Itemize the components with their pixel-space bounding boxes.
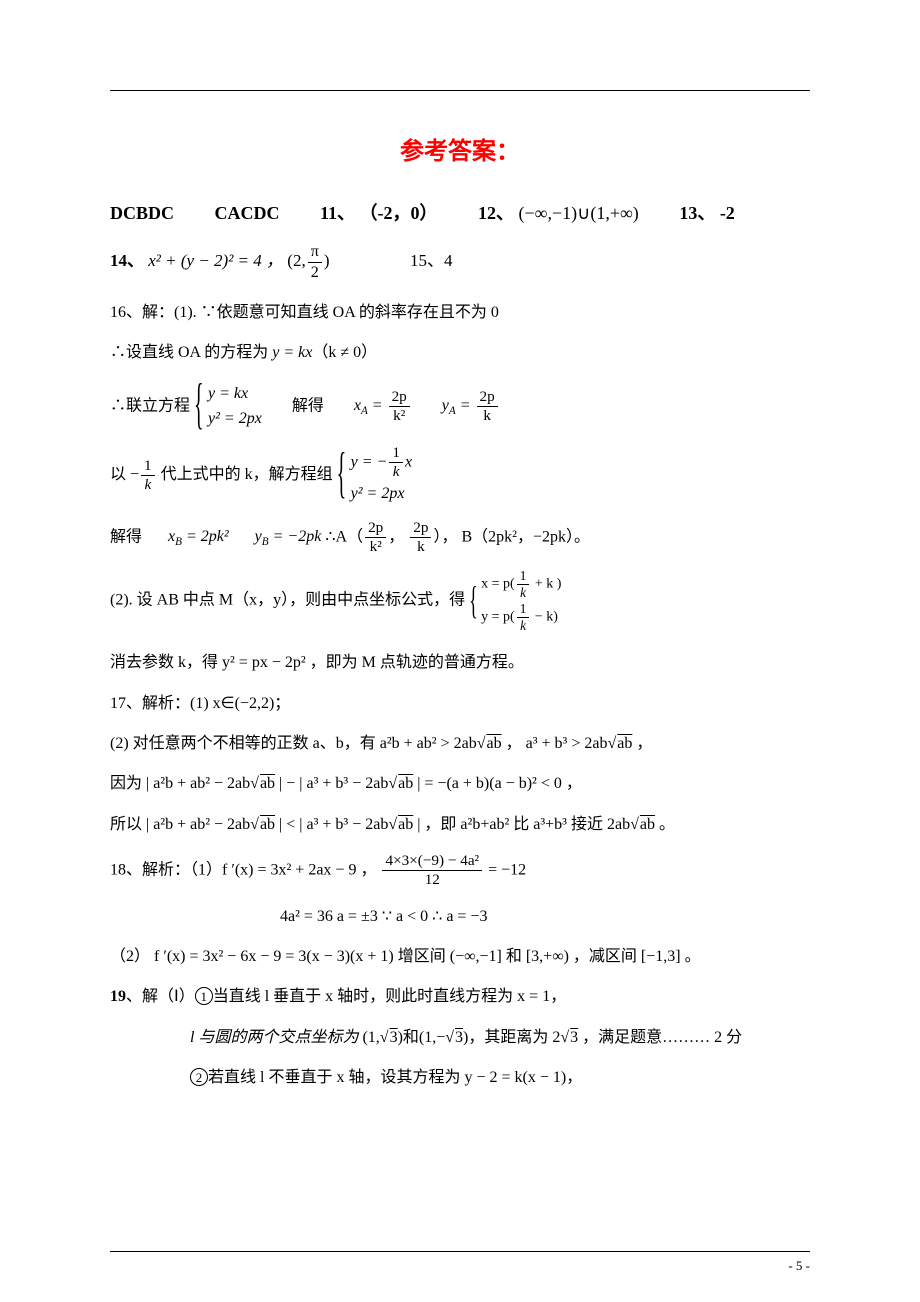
q12-answer: (−∞,−1)∪(1,+∞): [519, 203, 639, 223]
q16-l5a: 解得: [110, 528, 142, 545]
q18-l1: 18、解析：（1）f ′(x) = 3x² + 2ax − 9 ， 4×3×(−…: [110, 852, 810, 889]
q14-eq: x² + (y − 2)² = 4 ，: [148, 251, 283, 270]
neg-1k-frac: 1k: [141, 457, 155, 494]
bottom-rule: [110, 1251, 810, 1252]
q16-l4b: 代上式中的 k，解方程组: [161, 466, 333, 483]
q14-frac: π2: [308, 242, 322, 282]
q16-l2b: y = kx: [272, 344, 312, 361]
circled-2: 2: [190, 1068, 208, 1086]
q17-l1: 17、解析：(1) x∈(−2,2)；: [110, 689, 810, 719]
q16-l6a: (2). 设 AB 中点 M（x，y），则由中点坐标公式，得: [110, 592, 465, 609]
q16-l4: 以 −1k 代上式中的 k，解方程组 y = −1kx y² = 2px: [110, 444, 810, 507]
q18-l2: 4a² = 36 a = ±3 ∵ a < 0 ∴ a = −3: [110, 902, 810, 932]
q13-answer: -2: [720, 203, 735, 223]
q11-label: 11、: [320, 203, 355, 223]
q16-l5: 解得 xB = 2pk² yB = −2pk ∴A（2pk²， 2pk）， B（…: [110, 519, 810, 556]
q11-answer: （-2，0）: [360, 203, 438, 223]
q16-l3: ∴联立方程 y = kx y² = 2px 解得 xA = 2pk² yA = …: [110, 381, 810, 432]
q15: 15、4: [410, 251, 453, 270]
q14-pt-close: ): [324, 251, 330, 270]
q16-l7: 消去参数 k，得 y² = px − 2p² ，即为 M 点轨迹的普通方程。: [110, 648, 810, 678]
q19-l1: 19、解（Ⅰ）1当直线 l 垂直于 x 轴时，则此时直线方程为 x = 1，: [110, 982, 810, 1012]
q19-l3: 2若直线 l 不垂直于 x 轴，设其方程为 y − 2 = k(x − 1)，: [110, 1063, 810, 1093]
q16-l6: (2). 设 AB 中点 M（x，y），则由中点坐标公式，得 x = p(1k …: [110, 568, 810, 634]
xA-frac: 2pk²: [389, 388, 410, 425]
q17-l4: 所以 | a²b + ab² − 2ab√ab | < | a³ + b³ − …: [110, 810, 810, 840]
q18-l3: （2） f ′(x) = 3x² − 6x − 9 = 3(x − 3)(x +…: [110, 942, 810, 972]
q18-frac: 4×3×(−9) − 4a²12: [382, 852, 482, 889]
q16-l1: 16、解：(1). ∵依题意可知直线 OA 的斜率存在且不为 0: [110, 298, 810, 328]
q16-l3b: 解得: [292, 397, 324, 414]
yA-frac: 2pk: [477, 388, 498, 425]
q16-l5d: ）， B（2pk²，−2pk）。: [433, 528, 590, 545]
mc-group-2: CACDC: [215, 203, 280, 223]
q16-sys3: x = p(1k + k ) y = p(1k − k): [469, 568, 561, 634]
q19-l2: l 与圆的两个交点坐标为 (1,√3)和(1,−√3)，其距离为 2√3 ，满足…: [110, 1023, 810, 1053]
circled-1: 1: [195, 987, 213, 1005]
q16-sys2: y = −1kx y² = 2px: [337, 444, 412, 507]
mc-group-1: DCBDC: [110, 203, 174, 223]
page-number: - 5 -: [788, 1258, 810, 1274]
q14-line: 14、 x² + (y − 2)² = 4 ， (2,π2) 15、4: [110, 242, 810, 282]
q16-l2c: （k ≠ 0）: [312, 344, 377, 361]
q17-l3: 因为 | a²b + ab² − 2ab√ab | − | a³ + b³ − …: [110, 769, 810, 799]
top-rule: [110, 90, 810, 91]
q16-sys1: y = kx y² = 2px: [194, 381, 262, 432]
q16-l2: ∴设直线 OA 的方程为 y = kx（k ≠ 0）: [110, 338, 810, 368]
q17-l2: (2) 对任意两个不相等的正数 a、b，有 a²b + ab² > 2ab√ab…: [110, 729, 810, 759]
q13-label: 13、: [679, 203, 715, 223]
q16-l4a: 以 −: [110, 466, 139, 483]
page-title: 参考答案：: [110, 131, 810, 166]
q12-label: 12、: [478, 203, 514, 223]
q16-l3a: ∴联立方程: [110, 397, 190, 414]
answers-row-1: DCBDC CACDC 11、 （-2，0） 12、 (−∞,−1)∪(1,+∞…: [110, 196, 810, 230]
q16-l2a: ∴设直线 OA 的方程为: [110, 344, 272, 361]
q14-label: 14、: [110, 251, 144, 270]
q14-pt-open: (2,: [287, 251, 305, 270]
